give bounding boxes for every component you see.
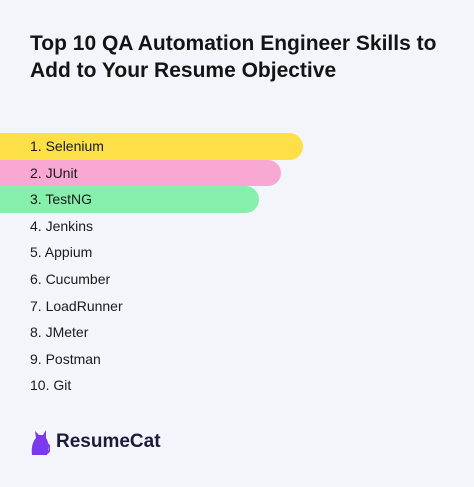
skill-item: 1. Selenium xyxy=(0,133,303,160)
skill-item: 5. Appium xyxy=(30,244,93,261)
logo-text: ResumeCat xyxy=(56,431,161,452)
logo-icon xyxy=(31,430,50,455)
skill-list: 1. Selenium 2. JUnit 3. TestNG 4. Jenkins 5.… xyxy=(0,133,303,399)
skill-item: 2. JUnit xyxy=(0,159,281,187)
skill-item: 4. Jenkins xyxy=(30,217,94,234)
logo: ResumeCat xyxy=(30,428,161,456)
skill-item: 8. JMeter xyxy=(30,324,89,341)
skill-item: 6. Cucumber xyxy=(30,270,111,287)
skill-item: 9. Postman xyxy=(30,350,101,367)
skill-item: 10. Git xyxy=(30,377,72,394)
skill-item: 3. TestNG xyxy=(0,186,259,213)
skill-item: 7. LoadRunner xyxy=(30,297,123,314)
title: Top 10 QA Automation Engineer Skills to … xyxy=(30,32,437,82)
